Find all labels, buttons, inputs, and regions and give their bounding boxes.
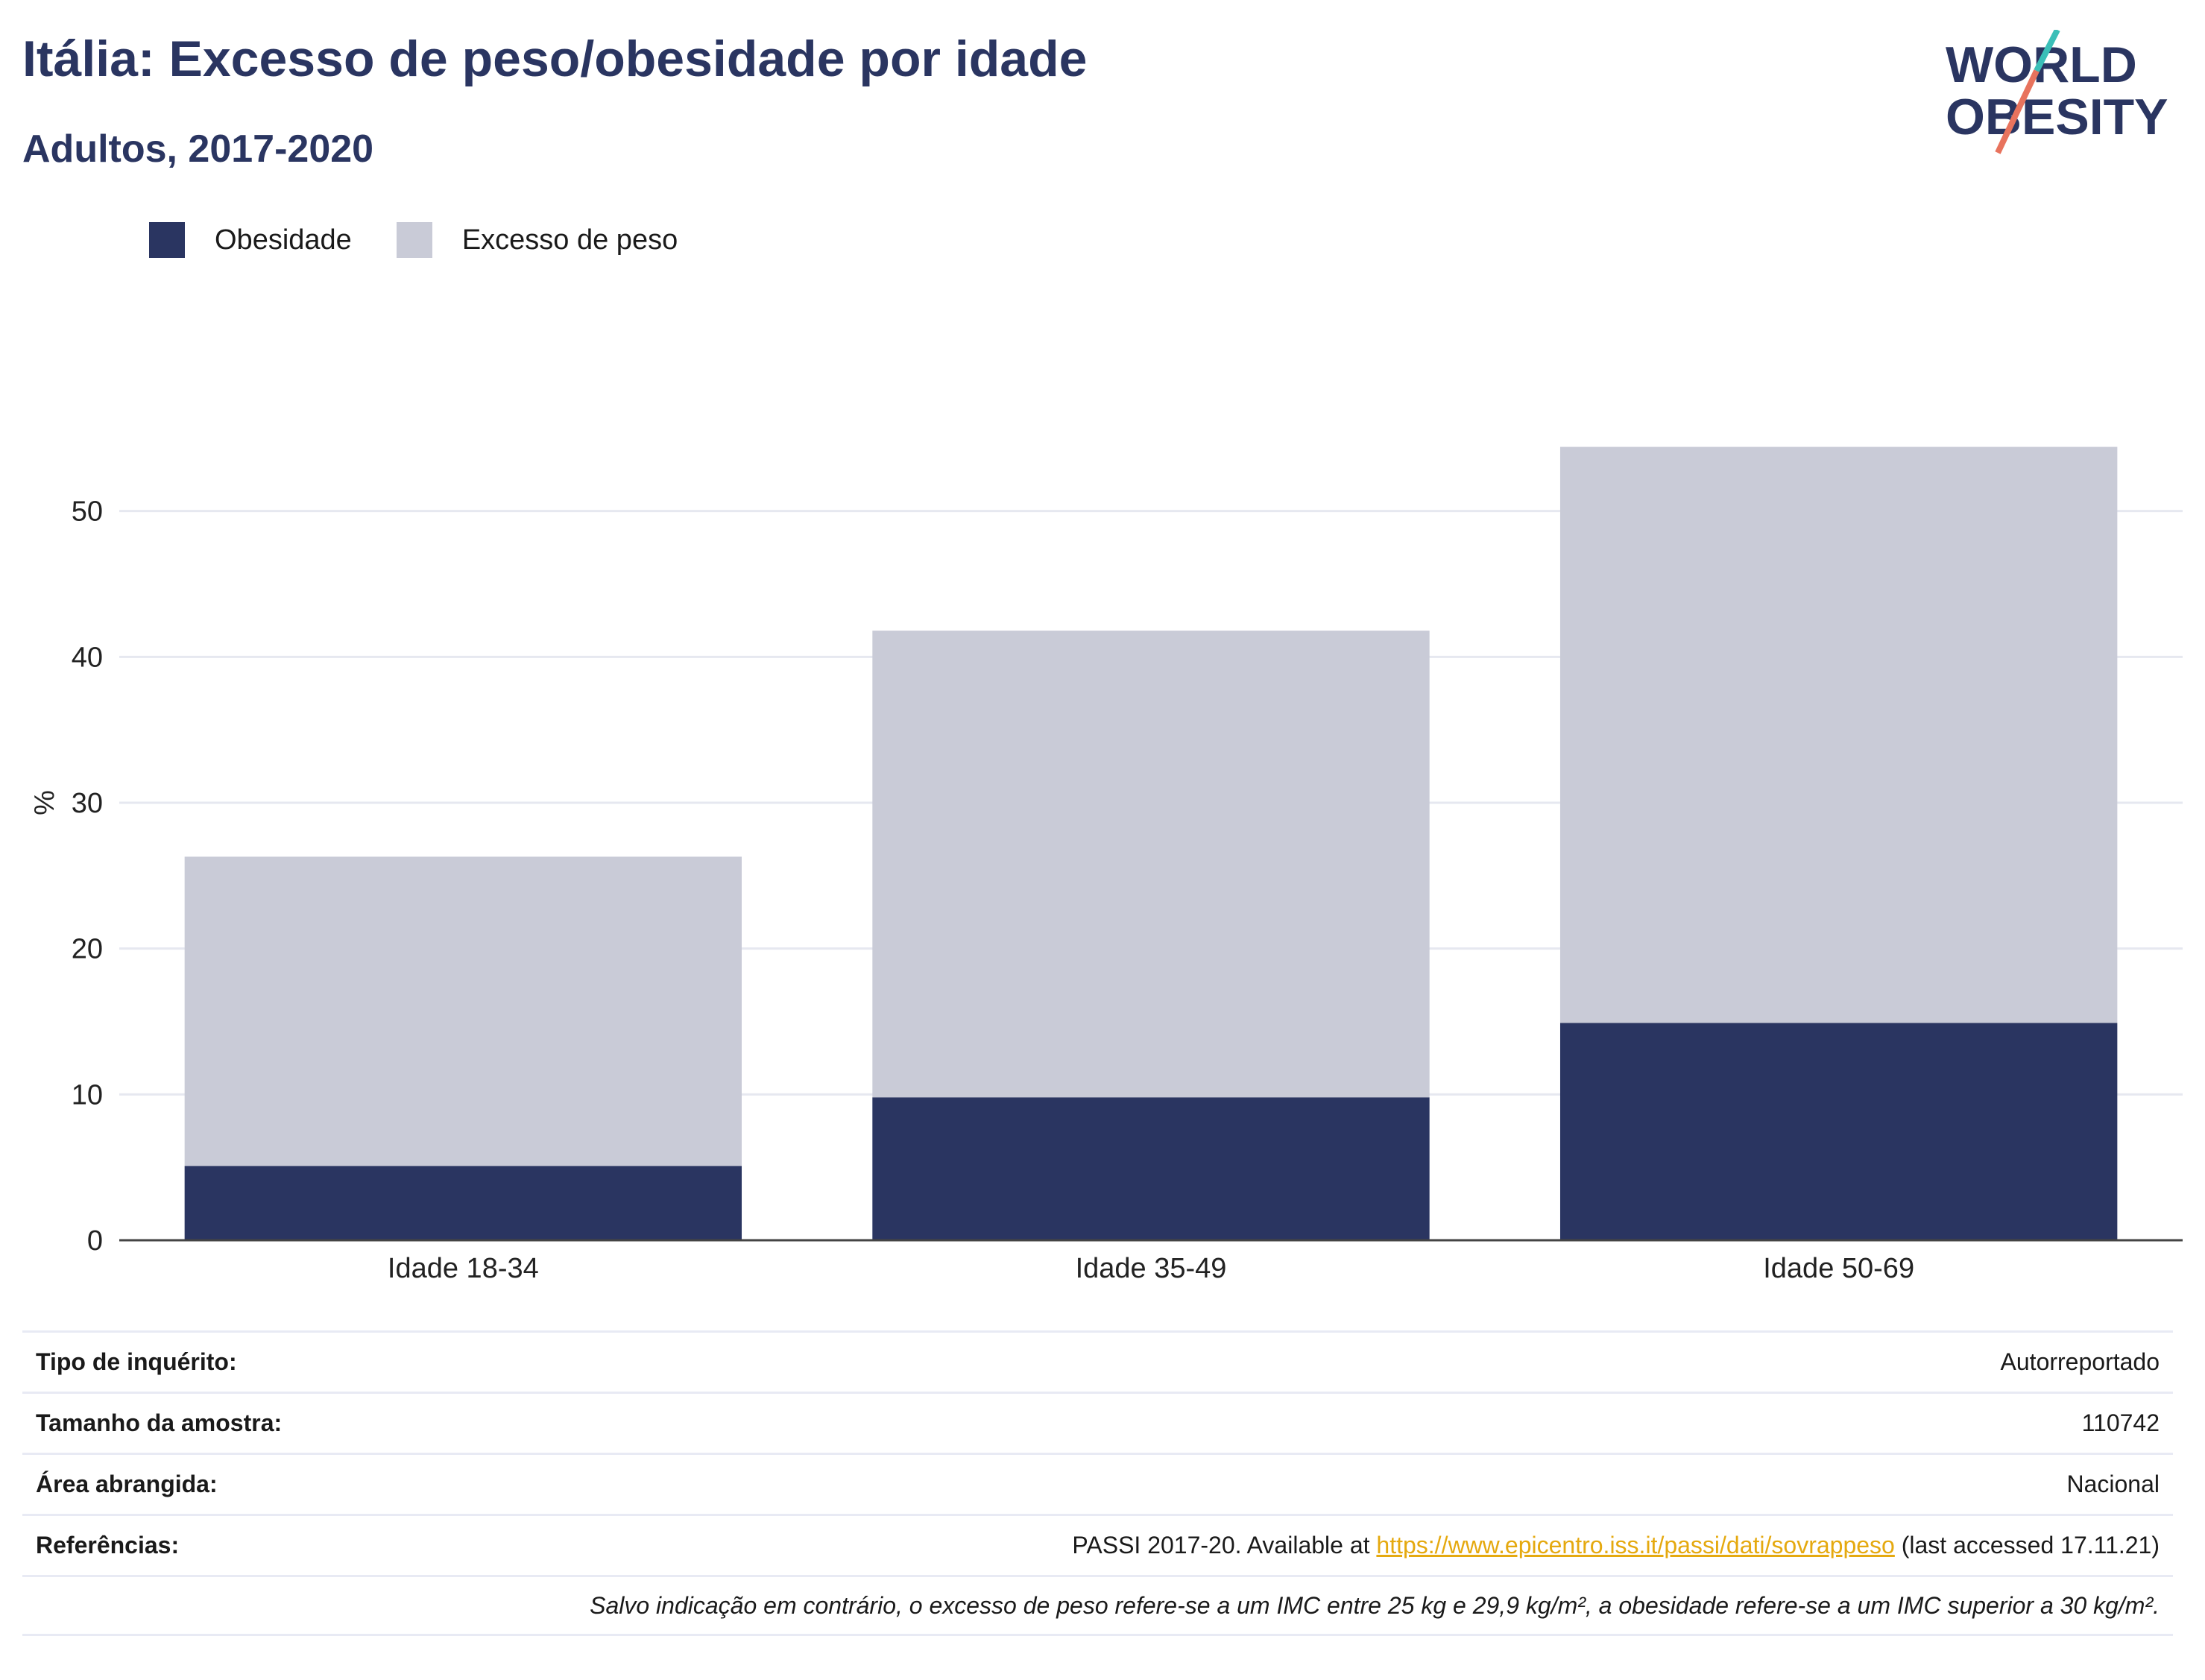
logo-slash-teal <box>2034 30 2060 72</box>
y-tick-label: 10 <box>72 1079 103 1111</box>
logo-line2: OBESITY <box>1946 89 2168 145</box>
sample-value: 110742 <box>2081 1409 2160 1436</box>
note-text: Salvo indicação em contrário, o excesso … <box>590 1591 2160 1619</box>
y-tick-label: 0 <box>87 1225 103 1257</box>
refs-label: Referências: <box>36 1532 180 1559</box>
info-table: Tipo de inquérito: Autorreportado Tamanh… <box>22 1330 2173 1636</box>
y-tick-label: 50 <box>72 496 103 528</box>
bar-obesidade <box>872 1097 1430 1240</box>
legend-swatch-excesso <box>396 222 432 258</box>
legend-swatch-obesidade <box>149 222 185 258</box>
legend-item-obesidade[interactable]: Obesidade <box>149 222 352 258</box>
legend-label-obesidade: Obesidade <box>215 224 352 256</box>
chart-legend: Obesidade Excesso de peso <box>149 222 722 258</box>
area-label: Área abrangida: <box>36 1471 218 1497</box>
page-subtitle: Adultos, 2017-2020 <box>22 127 374 171</box>
refs-value: PASSI 2017-20. Available at https://www.… <box>1072 1532 2160 1559</box>
bar-chart: 0 10 20 30 40 50% Idade 18-34 Idade 35-49 Idade … <box>29 446 2183 1284</box>
y-tick-label: 20 <box>72 934 103 965</box>
x-tick-label: Idade 35-49 <box>1076 1253 1227 1284</box>
info-row-note: Salvo indicação em contrário, o excesso … <box>22 1575 2173 1636</box>
bar-excesso-de-peso <box>872 631 1430 1098</box>
info-row-references: Referências: PASSI 2017-20. Available at… <box>22 1514 2173 1575</box>
x-tick-label: Idade 18-34 <box>388 1253 539 1284</box>
survey-label: Tipo de inquérito: <box>36 1348 237 1375</box>
bar-obesidade <box>1559 1023 2118 1240</box>
area-value: Nacional <box>2066 1471 2160 1497</box>
info-row-sample: Tamanho da amostra: 110742 <box>22 1392 2173 1453</box>
bar-excesso-de-peso <box>184 856 742 1166</box>
y-tick-label: 30 <box>72 788 103 819</box>
legend-label-excesso: Excesso de peso <box>461 224 678 256</box>
bar-obesidade <box>184 1166 742 1240</box>
world-obesity-logo: WORLD OBESITY <box>1946 30 2168 154</box>
refs-prefix: PASSI 2017-20. Available at <box>1072 1532 1377 1559</box>
info-row-area: Área abrangida: Nacional <box>22 1453 2173 1514</box>
x-tick-label: Idade 50-69 <box>1763 1253 1914 1284</box>
info-row-survey: Tipo de inquérito: Autorreportado <box>22 1330 2173 1392</box>
y-tick-label: 40 <box>72 642 103 673</box>
logo-slash-coral <box>1995 69 2040 154</box>
bar-excesso-de-peso <box>1559 446 2118 1023</box>
refs-suffix: (last accessed 17.11.21) <box>1894 1532 2160 1559</box>
sample-label: Tamanho da amostra: <box>36 1409 283 1436</box>
legend-item-excesso[interactable]: Excesso de peso <box>396 222 678 258</box>
y-axis-label: % <box>29 790 60 815</box>
refs-link[interactable]: https://www.epicentro.iss.it/passi/dati/… <box>1376 1532 1895 1559</box>
page-title: Itália: Excesso de peso/obesidade por id… <box>22 31 1088 87</box>
survey-value: Autorreportado <box>2000 1348 2160 1375</box>
